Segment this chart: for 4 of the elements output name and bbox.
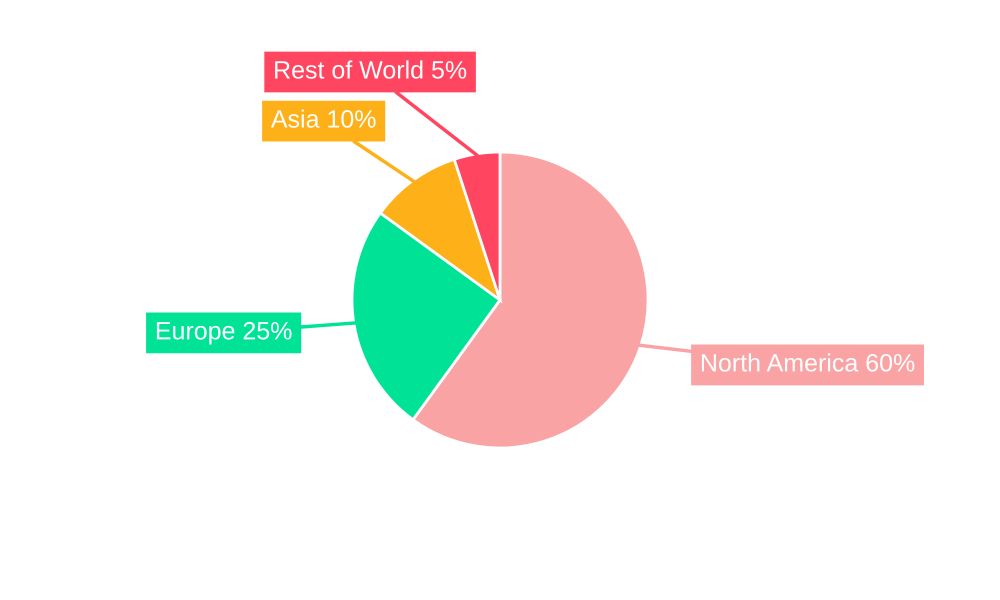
slice-label: Asia 10% bbox=[270, 109, 376, 128]
slice-label: North America 60% bbox=[702, 353, 914, 372]
slice-label: Europe 25% bbox=[156, 322, 292, 345]
slice-label: Rest of World 5% bbox=[275, 60, 466, 79]
